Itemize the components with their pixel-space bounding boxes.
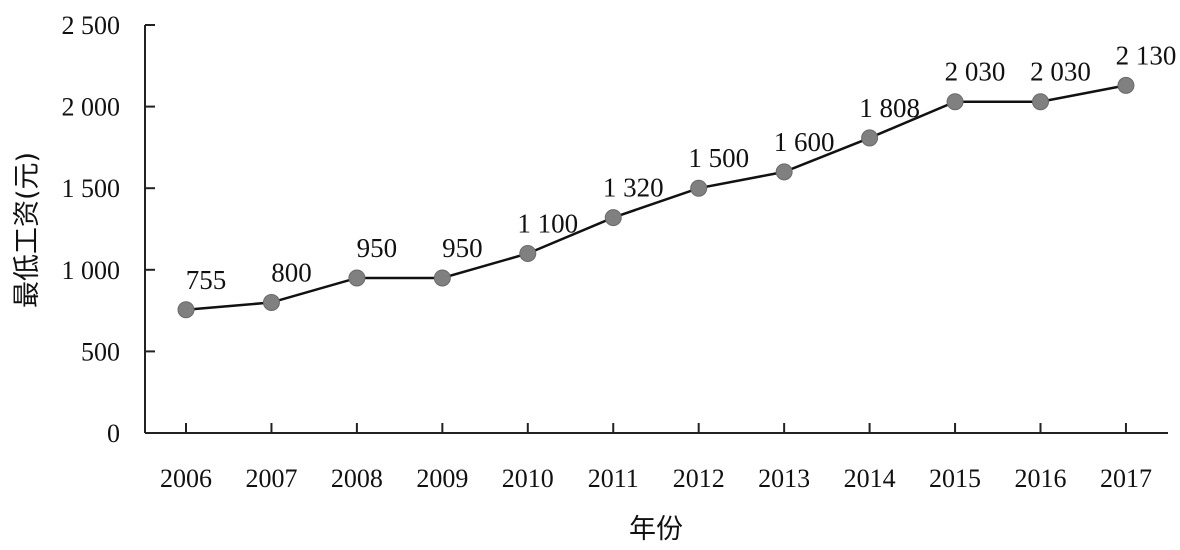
y-tick-label: 1 500	[62, 174, 121, 203]
y-tick-label: 2 000	[62, 93, 121, 122]
y-axis: 0 500 1 000 1 500 2 000 2 500	[62, 11, 155, 448]
x-tick-label: 2014	[844, 464, 896, 493]
x-tick-label: 2006	[160, 464, 212, 493]
y-ticks: 0 500 1 000 1 500 2 000 2 500	[62, 11, 155, 448]
x-tick-label: 2013	[758, 464, 810, 493]
y-tick-label: 2 500	[62, 11, 121, 40]
x-axis-title: 年份	[629, 514, 683, 545]
data-point	[1117, 76, 1135, 94]
data-label: 2 030	[1030, 57, 1091, 87]
x-tick-label: 2015	[929, 464, 981, 493]
data-label: 950	[357, 233, 398, 263]
x-ticks: 2006 2007 2008 2009 2010 2011 2012 2013 2014 2015…	[160, 423, 1152, 493]
y-tick-label: 1 000	[62, 256, 121, 285]
data-label: 1 500	[688, 143, 749, 173]
data-point	[1032, 93, 1049, 111]
x-tick-label: 2017	[1100, 464, 1152, 493]
x-tick-label: 2016	[1015, 464, 1067, 493]
x-tick-label: 2012	[673, 464, 725, 493]
y-axis-title: 最低工资(元)	[12, 152, 43, 308]
x-axis: 2006 2007 2008 2009 2010 2011 2012 2013 2014 2015…	[145, 423, 1168, 493]
data-point	[775, 163, 793, 181]
data-label: 950	[442, 233, 483, 263]
data-point	[433, 269, 451, 287]
data-point	[690, 179, 708, 197]
data-point	[262, 293, 280, 311]
data-point	[519, 244, 537, 262]
data-label: 755	[186, 265, 227, 295]
x-tick-label: 2009	[416, 464, 468, 493]
x-tick-label: 2008	[331, 464, 383, 493]
data-label: 1 808	[859, 93, 920, 123]
y-tick-label: 500	[81, 337, 120, 366]
data-label: 2 130	[1116, 40, 1177, 70]
x-tick-label: 2007	[245, 464, 297, 493]
series-line	[185, 84, 1127, 312]
data-point	[946, 93, 964, 111]
data-label: 800	[271, 257, 312, 287]
data-point	[348, 269, 366, 287]
data-label: 2 030	[945, 57, 1006, 87]
data-label: 1 600	[774, 127, 835, 157]
data-label: 1 320	[603, 173, 664, 203]
data-point	[861, 129, 879, 147]
data-label: 1 100	[517, 208, 578, 238]
data-point	[604, 209, 622, 227]
series-group: 755 800 950 950 1 100 1 320 1 500 1 600 1 808 2 0…	[177, 40, 1177, 319]
data-point	[177, 301, 195, 319]
x-tick-label: 2011	[588, 464, 639, 493]
y-tick-label: 0	[107, 419, 120, 448]
x-tick-label: 2010	[502, 464, 554, 493]
